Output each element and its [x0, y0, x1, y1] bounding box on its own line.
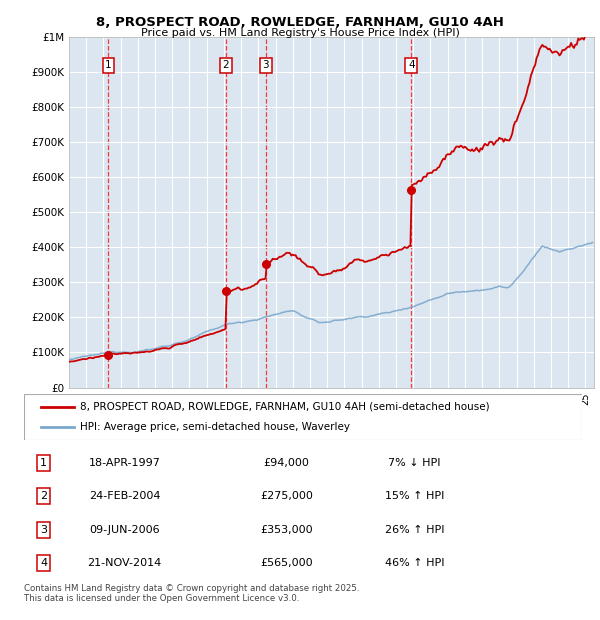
Text: Price paid vs. HM Land Registry's House Price Index (HPI): Price paid vs. HM Land Registry's House … [140, 28, 460, 38]
Text: 1: 1 [40, 458, 47, 468]
Text: 8, PROSPECT ROAD, ROWLEDGE, FARNHAM, GU10 4AH (semi-detached house): 8, PROSPECT ROAD, ROWLEDGE, FARNHAM, GU1… [80, 402, 490, 412]
Text: 09-JUN-2006: 09-JUN-2006 [89, 525, 160, 534]
Text: 4: 4 [408, 60, 415, 70]
Text: Contains HM Land Registry data © Crown copyright and database right 2025.
This d: Contains HM Land Registry data © Crown c… [24, 584, 359, 603]
Text: 18-APR-1997: 18-APR-1997 [89, 458, 160, 468]
Text: 2: 2 [223, 60, 229, 70]
Text: 1: 1 [105, 60, 112, 70]
Text: 7% ↓ HPI: 7% ↓ HPI [388, 458, 441, 468]
Text: 2: 2 [40, 492, 47, 502]
Text: £353,000: £353,000 [260, 525, 313, 534]
Text: HPI: Average price, semi-detached house, Waverley: HPI: Average price, semi-detached house,… [80, 422, 350, 432]
Text: 26% ↑ HPI: 26% ↑ HPI [385, 525, 445, 534]
Text: £275,000: £275,000 [260, 492, 313, 502]
Text: 15% ↑ HPI: 15% ↑ HPI [385, 492, 444, 502]
Text: 4: 4 [40, 558, 47, 568]
Text: 46% ↑ HPI: 46% ↑ HPI [385, 558, 445, 568]
Text: 8, PROSPECT ROAD, ROWLEDGE, FARNHAM, GU10 4AH: 8, PROSPECT ROAD, ROWLEDGE, FARNHAM, GU1… [96, 16, 504, 29]
Text: 21-NOV-2014: 21-NOV-2014 [88, 558, 161, 568]
Text: £565,000: £565,000 [260, 558, 313, 568]
Text: 3: 3 [40, 525, 47, 534]
Text: 24-FEB-2004: 24-FEB-2004 [89, 492, 160, 502]
Text: 3: 3 [263, 60, 269, 70]
Text: £94,000: £94,000 [263, 458, 309, 468]
